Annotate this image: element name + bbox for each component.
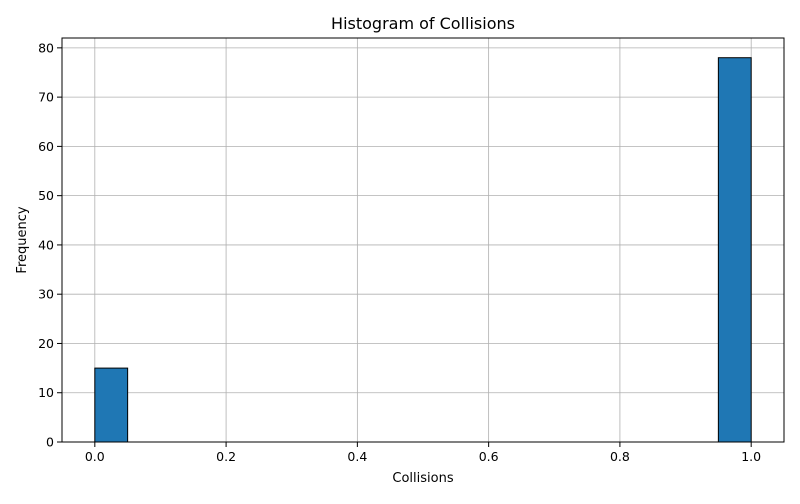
x-tick-label: 0.8 (610, 449, 630, 464)
y-tick-label: 30 (38, 287, 54, 302)
x-tick-label: 0.2 (216, 449, 236, 464)
x-tick-label: 0.0 (85, 449, 105, 464)
plot-frame (61, 37, 785, 443)
x-axis-label: Collisions (392, 471, 453, 486)
y-tick-label: 40 (38, 237, 54, 252)
y-tick-label: 80 (38, 40, 54, 55)
y-tick-label: 0 (46, 435, 54, 450)
grid-layer (62, 38, 784, 443)
y-tick-label: 20 (38, 336, 54, 351)
chart-title: Histogram of Collisions (331, 14, 515, 33)
y-tick-label: 60 (38, 139, 54, 154)
y-axis-label: Frequency (15, 206, 30, 273)
histogram-bar (717, 57, 752, 443)
y-tick-label: 10 (38, 385, 54, 400)
y-tick-label: 70 (38, 90, 54, 105)
histogram-bar (94, 367, 129, 443)
x-tick-label: 0.6 (479, 449, 499, 464)
bars-layer (94, 57, 752, 443)
y-tick-label: 50 (38, 188, 54, 203)
x-tick-label: 1.0 (741, 449, 761, 464)
x-tick-label: 0.4 (347, 449, 367, 464)
ticks-layer: 0.0 0.2 0.4 0.6 0.8 1.0 0 10 20 30 40 50 60 70 80 (38, 40, 761, 464)
